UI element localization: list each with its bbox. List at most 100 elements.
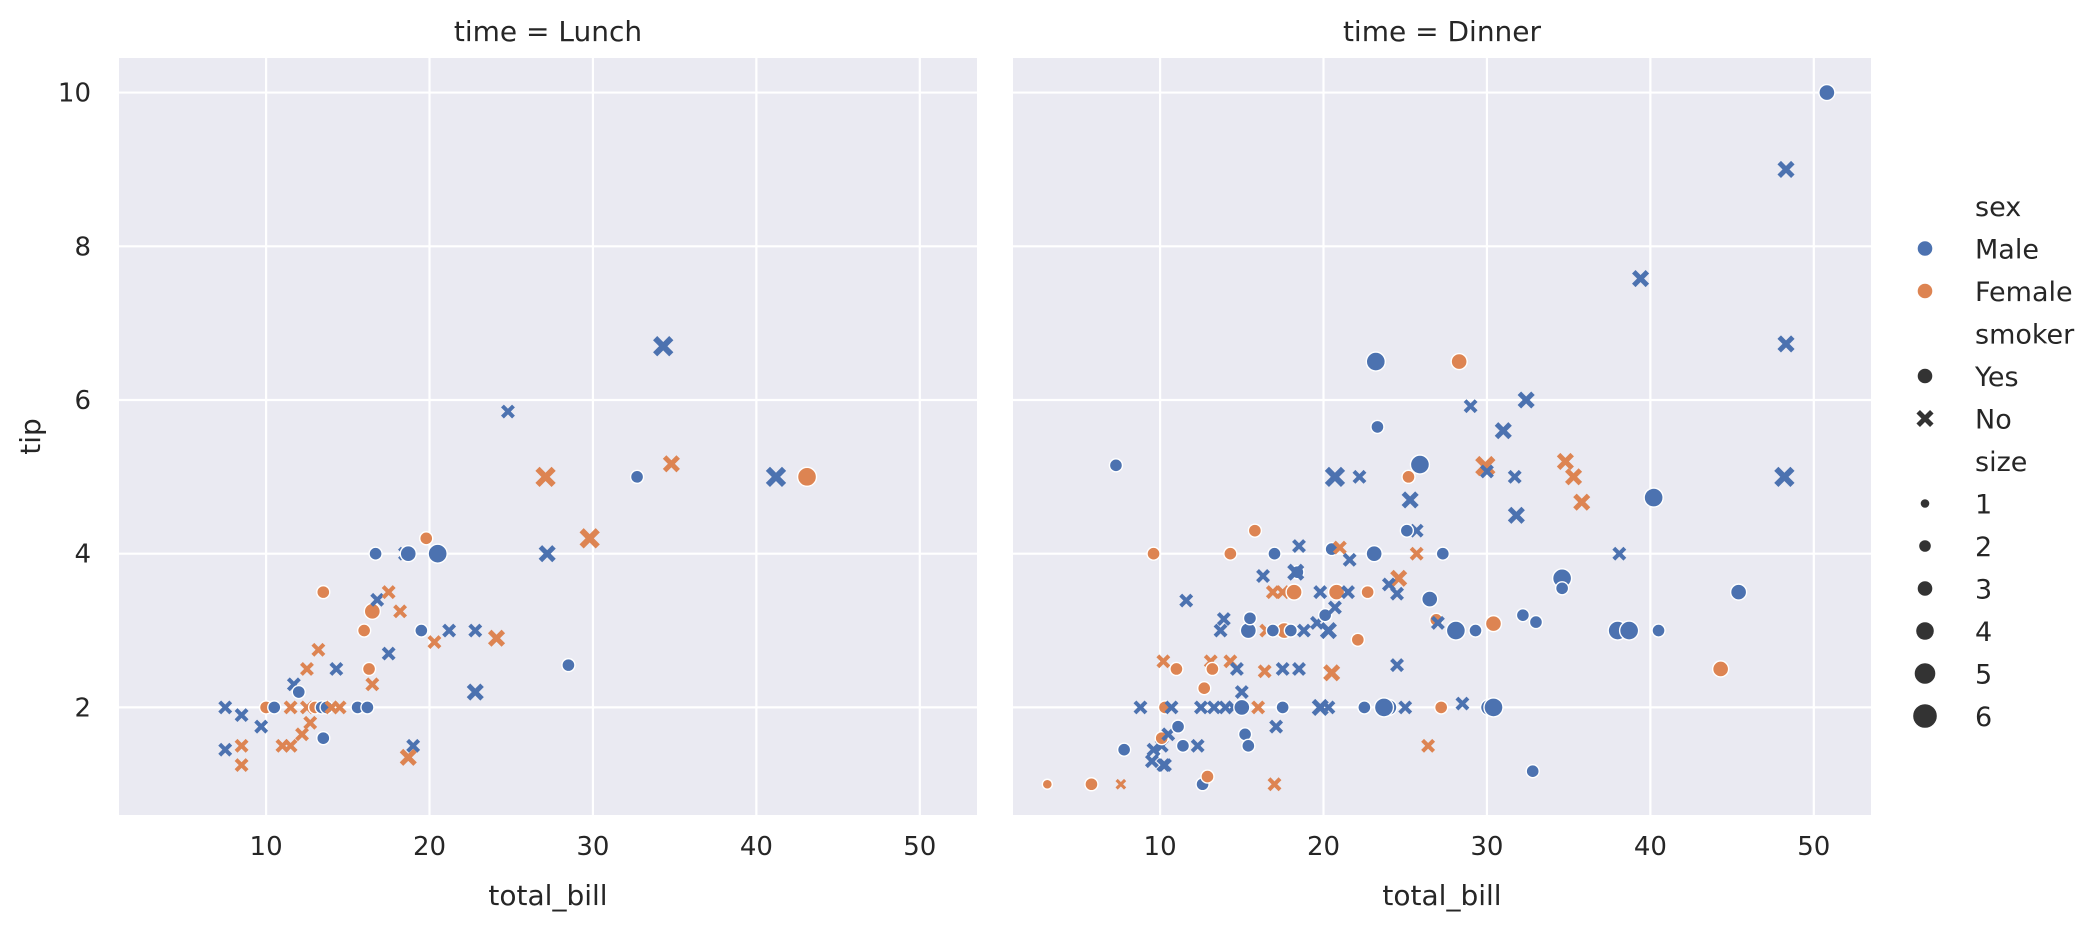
legend-marker-female xyxy=(1916,282,1934,300)
plot-area xyxy=(1013,58,1871,815)
data-point xyxy=(1319,621,1337,640)
panel-dinner: 10 20 30 40 50 total_bill time = Dinner xyxy=(1013,15,1871,912)
legend-marker-no xyxy=(1916,409,1934,428)
x-tick-label: 50 xyxy=(1797,832,1830,862)
data-point xyxy=(1229,662,1244,676)
data-point xyxy=(1342,552,1357,567)
data-point xyxy=(360,700,375,715)
data-point xyxy=(1144,754,1159,769)
y-tick-label: 10 xyxy=(58,79,91,109)
data-point xyxy=(316,730,331,746)
data-point xyxy=(1573,493,1591,511)
data-point xyxy=(1554,581,1570,596)
data-point xyxy=(1430,615,1445,630)
data-point xyxy=(1455,696,1470,711)
data-point xyxy=(1223,546,1238,561)
data-point xyxy=(1200,769,1215,784)
data-point xyxy=(442,623,457,638)
data-point xyxy=(381,585,396,600)
y-axis-label: tip xyxy=(14,418,47,455)
data-point xyxy=(1651,623,1666,638)
data-point xyxy=(579,528,600,549)
data-point xyxy=(393,604,408,619)
data-point xyxy=(1777,335,1795,353)
data-point xyxy=(535,466,556,488)
data-point xyxy=(1341,585,1355,600)
data-point xyxy=(1409,546,1424,561)
legend-marker-size xyxy=(1916,579,1934,598)
data-point xyxy=(1479,464,1494,479)
data-point xyxy=(1401,491,1419,509)
data-point xyxy=(267,700,282,715)
data-point xyxy=(399,545,417,563)
data-point xyxy=(1205,661,1220,677)
data-point xyxy=(365,677,380,692)
data-point xyxy=(1777,160,1795,178)
legend-label-size: 5 xyxy=(1975,660,1992,691)
data-point xyxy=(1484,614,1503,633)
data-point xyxy=(1729,583,1748,601)
data-point xyxy=(1241,738,1256,754)
data-point xyxy=(629,469,645,485)
legend: sex Male Female smoker Yes No size 1 2 3 4 5 6 xyxy=(1911,192,2075,733)
legend-label-size: 4 xyxy=(1975,617,1992,648)
legend-label-female: Female xyxy=(1975,277,2073,308)
data-point xyxy=(1365,545,1383,563)
data-point xyxy=(468,623,483,638)
data-point xyxy=(1247,523,1263,538)
data-point xyxy=(299,662,314,676)
data-point xyxy=(1156,758,1171,772)
data-point xyxy=(361,661,377,677)
data-point xyxy=(1357,700,1372,715)
data-point xyxy=(427,543,448,564)
data-points xyxy=(218,336,818,772)
data-point xyxy=(1292,662,1306,676)
data-point xyxy=(1133,700,1148,715)
data-point xyxy=(1421,738,1436,753)
data-point xyxy=(316,584,331,600)
x-tick-label: 50 xyxy=(903,832,936,862)
x-tick-label: 40 xyxy=(1634,832,1667,862)
data-point xyxy=(1324,466,1346,488)
panel-title: time = Lunch xyxy=(454,15,642,48)
data-point xyxy=(218,700,233,715)
data-point xyxy=(1475,455,1496,477)
data-point xyxy=(1483,697,1504,718)
data-point xyxy=(1216,612,1231,626)
data-point xyxy=(1265,623,1281,638)
data-point xyxy=(1179,593,1194,608)
data-point xyxy=(368,546,383,561)
data-point xyxy=(1207,700,1221,715)
data-point xyxy=(1507,469,1522,484)
data-point xyxy=(1257,664,1272,679)
panel-title: time = Dinner xyxy=(1343,15,1542,48)
data-point xyxy=(1267,546,1282,561)
data-point xyxy=(234,758,249,772)
x-tick-label: 10 xyxy=(250,832,283,862)
data-point xyxy=(419,531,434,546)
data-point xyxy=(1435,546,1451,561)
data-point xyxy=(1565,468,1583,486)
data-point xyxy=(356,623,372,638)
data-point xyxy=(1170,719,1186,734)
legend-marker-size xyxy=(1917,538,1933,554)
data-point xyxy=(561,657,576,673)
legend-title-size: size xyxy=(1975,447,2027,478)
data-point xyxy=(1287,563,1305,581)
x-tick-label: 20 xyxy=(413,832,446,862)
data-point xyxy=(466,683,484,701)
x-tick-label: 10 xyxy=(1144,832,1177,862)
data-point xyxy=(1296,623,1311,638)
legend-label-yes: Yes xyxy=(1974,362,2019,393)
y-tick-label: 4 xyxy=(74,540,91,570)
data-point xyxy=(1818,83,1836,102)
legend-marker-size xyxy=(1911,702,1939,730)
data-point xyxy=(1463,399,1478,414)
legend-marker-size xyxy=(1919,497,1931,510)
data-point xyxy=(381,646,396,661)
data-point xyxy=(370,592,385,607)
data-point xyxy=(234,708,249,723)
data-point xyxy=(662,455,680,473)
data-point xyxy=(1373,697,1395,718)
data-point xyxy=(1398,700,1413,715)
